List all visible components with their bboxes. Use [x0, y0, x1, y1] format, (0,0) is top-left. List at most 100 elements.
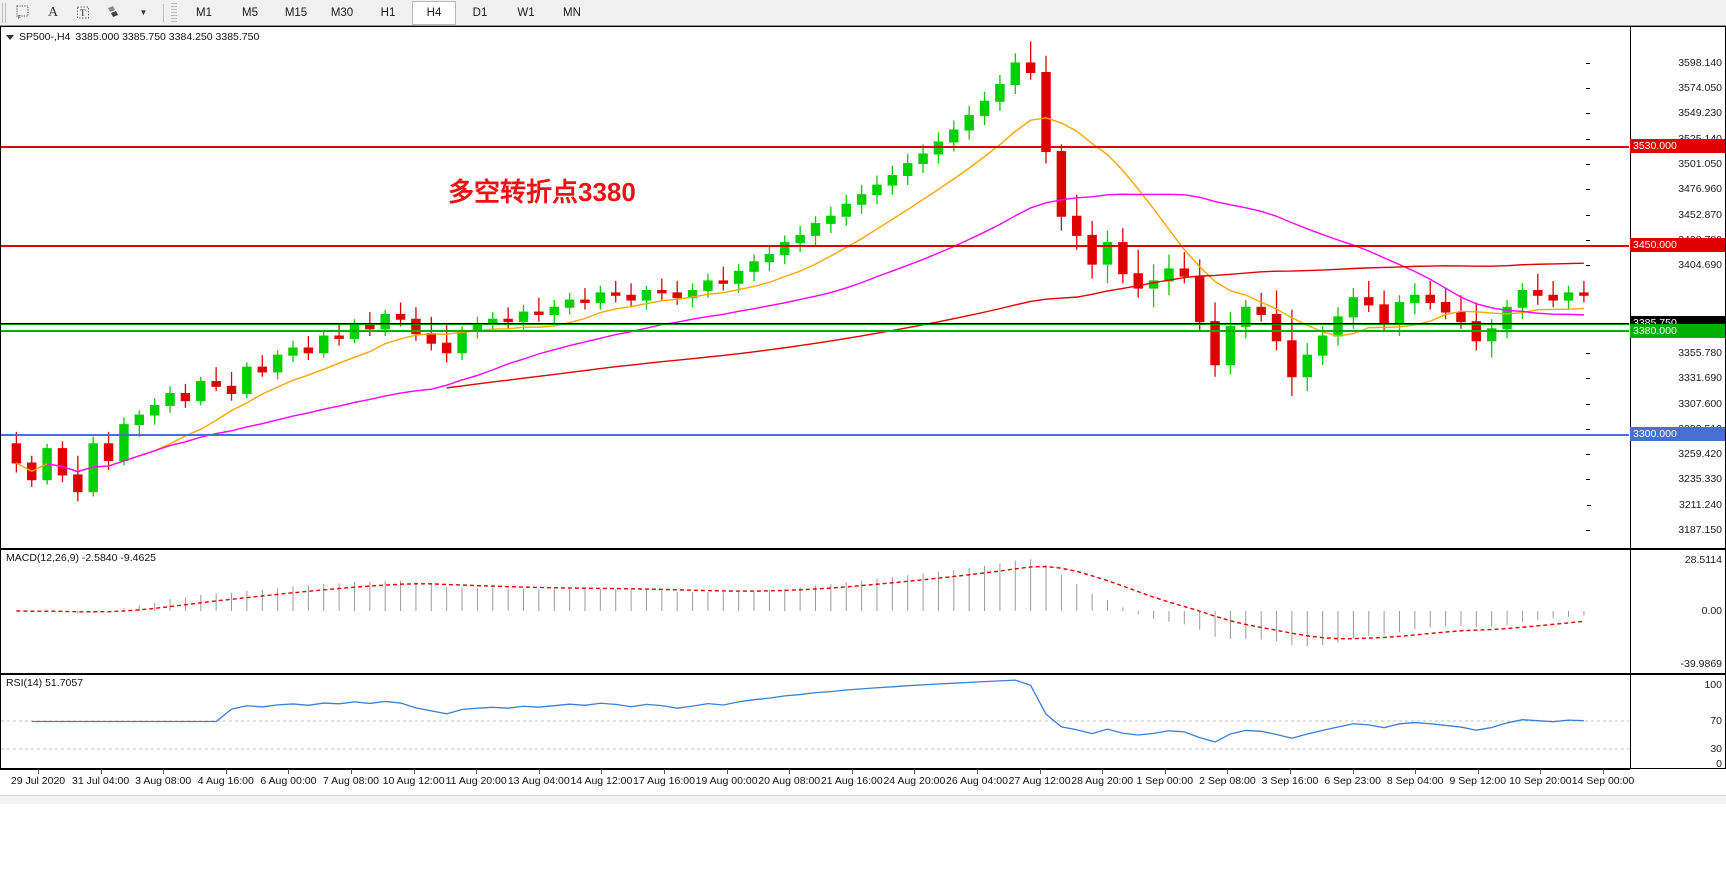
date-tick [601, 769, 603, 774]
chart-annotation-text: 多空转折点3380 [448, 177, 636, 207]
macd-tick-zero: 0.00 [1701, 605, 1722, 617]
objects-tool-icon[interactable] [99, 1, 127, 25]
toolbar-grip[interactable] [2, 2, 8, 23]
date-tick [1227, 769, 1229, 774]
rsi-plot[interactable] [1, 675, 1629, 768]
date-label-22: 8 Sep 04:00 [1386, 775, 1444, 787]
date-label-17: 28 Aug 20:00 [1071, 775, 1134, 787]
date-label-8: 13 Aug 04:00 [507, 775, 570, 787]
crosshair-tool-icon[interactable]: F [9, 1, 37, 25]
macd-pane[interactable]: MACD(12,26,9) -2.5840 -9.4625 28.5114 0.… [0, 549, 1726, 674]
date-label-9: 14 Aug 12:00 [570, 775, 633, 787]
price-axis[interactable]: 3598.1403574.0503549.2303525.1403501.050… [1586, 27, 1725, 548]
date-label-25: 14 Sep 00:00 [1571, 775, 1635, 787]
date-label-11: 19 Aug 00:00 [695, 775, 758, 787]
date-tick [413, 769, 415, 774]
timeframe-h1[interactable]: H1 [380, 6, 396, 19]
date-tick [1415, 769, 1417, 774]
date-tick [789, 769, 791, 774]
price-tick-3476-960: 3476.960 [1586, 183, 1722, 195]
price-label-3380[interactable]: 3380.000 [1630, 324, 1725, 338]
macd-svg [16, 559, 1585, 647]
timeframe-m30[interactable]: M30 [330, 6, 354, 19]
price-candles-svg [11, 41, 1589, 502]
date-label-19: 2 Sep 08:00 [1199, 775, 1256, 787]
toolbar-separator [163, 3, 164, 22]
price-pane[interactable]: SP500-,H4 3385.000 3385.750 3384.250 338… [0, 26, 1726, 549]
macd-tick-top: 28.5114 [1684, 554, 1722, 566]
price-level-line-3380[interactable] [1, 330, 1629, 332]
timeframe-grip[interactable] [171, 2, 177, 23]
date-tick [851, 769, 853, 774]
timeframe-w1[interactable]: W1 [517, 6, 535, 19]
rsi-tick-70: 70 [1710, 715, 1722, 727]
date-label-14: 24 Aug 20:00 [883, 775, 946, 787]
rsi-tick-0: 0 [1716, 758, 1722, 770]
date-tick [1164, 769, 1166, 774]
svg-text:F: F [18, 15, 21, 20]
macd-axis[interactable]: 28.5114 0.00 -39.9869 [1630, 550, 1725, 673]
price-level-line-3450[interactable] [1, 245, 1629, 247]
date-label-24: 10 Sep 20:00 [1509, 775, 1572, 787]
date-axis[interactable]: 29 Jul 2020 31 Jul 04:00 3 Aug 08:00 4 Aug … [0, 769, 1726, 795]
timeframe-mn[interactable]: MN [563, 6, 581, 19]
date-label-16: 27 Aug 12:00 [1008, 775, 1071, 787]
date-label-4: 6 Aug 00:00 [260, 775, 317, 787]
date-tick [225, 769, 227, 774]
rsi-label: RSI(14) 51.7057 [6, 677, 84, 689]
price-tick-3187-150: 3187.150 [1586, 524, 1722, 536]
date-tick [914, 769, 916, 774]
date-label-10: 17 Aug 16:00 [633, 775, 695, 787]
timeframe-m5[interactable]: M5 [242, 6, 258, 19]
rsi-tick-100: 100 [1704, 679, 1722, 691]
timeframe-d1[interactable]: D1 [472, 6, 488, 19]
date-tick [1039, 769, 1041, 774]
rsi-pane[interactable]: RSI(14) 51.7057 100 70 30 0 [0, 674, 1726, 770]
date-tick [288, 769, 290, 774]
date-label-2: 3 Aug 08:00 [135, 775, 192, 787]
price-tick-3549-230: 3549.230 [1586, 107, 1722, 119]
date-label-3: 4 Aug 16:00 [197, 775, 254, 787]
date-tick [351, 769, 352, 774]
symbol-ohlc: 3385.000 3385.750 3384.250 3385.750 [75, 31, 260, 43]
date-tick [1102, 769, 1104, 774]
collapse-triangle-icon[interactable] [6, 34, 14, 40]
text-tool-icon[interactable]: A [47, 4, 59, 20]
price-tick-3307-600: 3307.600 [1586, 398, 1722, 410]
price-plot[interactable]: 多空转折点3380 [1, 27, 1629, 548]
date-label-1: 31 Jul 04:00 [71, 775, 130, 787]
price-level-line-3380b[interactable] [1, 324, 1629, 325]
date-tick [1352, 769, 1354, 774]
date-label-21: 6 Sep 23:00 [1324, 775, 1381, 787]
date-label-0: 29 Jul 2020 [10, 775, 66, 787]
date-axis-line [0, 769, 1630, 770]
timeframe-m1[interactable]: M1 [196, 6, 212, 19]
date-tick [1477, 769, 1479, 774]
dropdown-arrow-icon[interactable]: ▼ [139, 8, 148, 17]
price-level-line-3530[interactable] [1, 146, 1629, 148]
rsi-axis[interactable]: 100 70 30 0 [1630, 675, 1725, 770]
price-tick-3501-050: 3501.050 [1586, 158, 1722, 170]
macd-tick-bottom: -39.9869 [1680, 658, 1722, 670]
date-tick [38, 769, 39, 774]
date-tick [163, 769, 165, 774]
macd-plot[interactable] [1, 550, 1629, 673]
price-label-3530[interactable]: 3530.000 [1630, 139, 1725, 153]
chart-area[interactable]: SP500-,H4 3385.000 3385.750 3384.250 338… [0, 26, 1726, 892]
rsi-tick-30: 30 [1710, 743, 1722, 755]
date-label-5: 7 Aug 08:00 [322, 775, 380, 787]
price-level-line-3300[interactable] [1, 434, 1629, 436]
date-label-13: 21 Aug 16:00 [820, 775, 883, 787]
price-label-3450[interactable]: 3450.000 [1630, 238, 1725, 252]
date-label-18: 1 Sep 00:00 [1136, 775, 1194, 787]
timeframe-m15[interactable]: M15 [284, 6, 308, 19]
date-label-6: 10 Aug 12:00 [382, 775, 445, 787]
date-tick [1603, 769, 1604, 774]
price-tick-3235-330: 3235.330 [1586, 473, 1722, 485]
text-label-tool-icon[interactable]: T [69, 1, 97, 25]
symbol-name: SP500-,H4 [19, 31, 71, 43]
rsi-svg [1, 679, 1629, 750]
symbol-header: SP500-,H4 3385.000 3385.750 3384.250 338… [6, 31, 259, 43]
timeframe-h4[interactable]: H4 [412, 0, 456, 25]
price-label-3300[interactable]: 3300.000 [1630, 427, 1725, 441]
